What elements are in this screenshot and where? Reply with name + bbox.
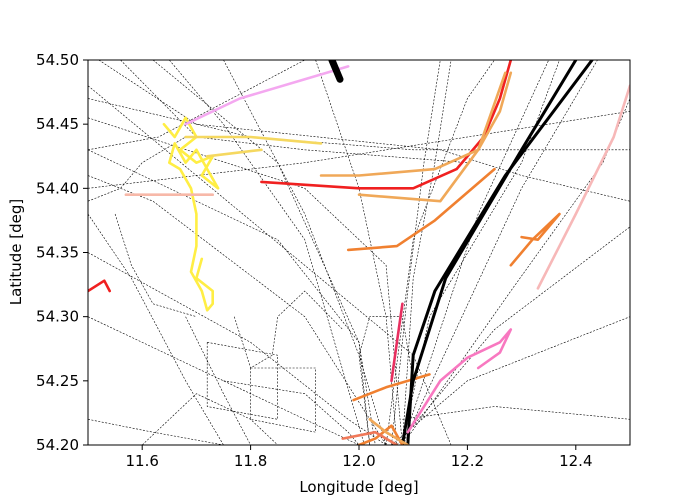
background-track-4	[88, 213, 224, 445]
background-track-12	[402, 60, 452, 445]
x-tick-label-3: 12.2	[451, 452, 484, 470]
y-tick-label-2: 54.30	[36, 308, 79, 326]
y-tick-label-0: 54.20	[36, 436, 79, 454]
background-track-9	[88, 252, 387, 445]
x-axis: 11.6 11.8 12.0 12.2 12.4	[125, 445, 593, 470]
y-tick-label-6: 54.50	[36, 51, 79, 69]
background-track-14	[402, 60, 560, 445]
background-track-32	[358, 316, 414, 445]
background-track-24	[206, 342, 279, 420]
series-track-4	[328, 60, 344, 83]
x-tick-label-2: 12.0	[342, 452, 375, 470]
y-tick-label-4: 54.40	[36, 179, 79, 197]
y-axis: 54.20 54.25 54.30 54.35 54.40 54.45 54.50	[36, 51, 88, 454]
series-track-0	[162, 116, 220, 312]
background-track-35	[234, 290, 343, 369]
series-track-20	[368, 417, 410, 445]
background-track-21	[385, 60, 495, 445]
colored-tracks	[88, 60, 630, 445]
series-track-7	[260, 60, 513, 190]
background-track-7	[223, 60, 387, 445]
series-track-19	[341, 430, 399, 445]
series-track-17	[390, 302, 404, 383]
background-track-8	[88, 111, 630, 189]
background-track-30	[315, 60, 398, 445]
series-track-12	[509, 212, 561, 267]
background-track-20	[402, 60, 598, 445]
series-track-16	[406, 328, 513, 434]
x-tick-label-4: 12.4	[559, 452, 592, 470]
y-axis-label: Latitude [deg]	[7, 199, 25, 305]
background-track-33	[88, 136, 186, 202]
background-track-16	[396, 226, 630, 445]
y-tick-label-1: 54.25	[36, 372, 79, 390]
background-track-18	[402, 406, 630, 420]
x-tick-label-1: 11.8	[234, 452, 267, 470]
series-track-6	[88, 279, 111, 293]
background-track-29	[88, 60, 305, 151]
background-track-1	[88, 117, 403, 445]
series-track-15	[536, 84, 630, 290]
x-axis-label: Longitude [deg]	[299, 478, 418, 496]
background-track-34	[114, 213, 197, 317]
series-track-8	[319, 71, 513, 177]
y-tick-label-3: 54.35	[36, 244, 79, 262]
series-track-18	[357, 424, 404, 445]
series-track-14	[400, 60, 578, 445]
background-track-11	[88, 419, 224, 445]
series-track-2	[205, 148, 263, 158]
background-track-23	[185, 316, 251, 445]
series-track-9	[357, 71, 507, 203]
background-track-13	[391, 60, 441, 445]
background-tracks	[88, 60, 630, 445]
series-track-1	[184, 135, 323, 145]
background-track-25	[250, 367, 316, 433]
background-track-17	[391, 316, 630, 445]
background-track-26	[223, 380, 360, 445]
series-track-3	[184, 65, 350, 126]
x-tick-label-0: 11.6	[125, 452, 158, 470]
background-track-28	[120, 60, 468, 163]
background-track-15	[402, 98, 630, 445]
background-track-22	[141, 393, 278, 445]
series-track-10	[346, 167, 496, 252]
background-track-3	[88, 175, 387, 445]
background-track-19	[402, 60, 549, 445]
y-tick-label-5: 54.45	[36, 115, 79, 133]
